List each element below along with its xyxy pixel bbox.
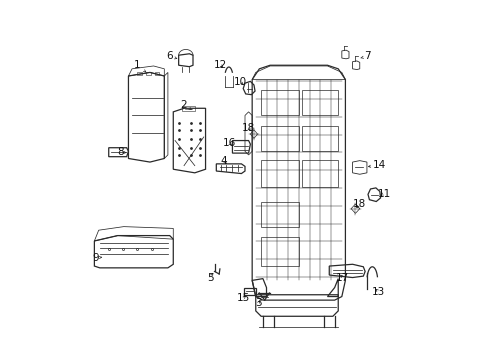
Text: 17: 17	[336, 273, 349, 283]
Text: 10: 10	[234, 77, 247, 87]
Text: 18: 18	[242, 123, 255, 133]
Text: 6: 6	[167, 51, 177, 61]
Text: 15: 15	[237, 293, 250, 303]
Text: 4: 4	[221, 156, 227, 166]
Text: 9: 9	[92, 253, 102, 263]
Text: 8: 8	[117, 147, 126, 157]
Text: 14: 14	[368, 160, 386, 170]
Text: 18: 18	[353, 199, 367, 210]
Polygon shape	[302, 126, 338, 151]
Text: 1: 1	[133, 60, 146, 72]
Text: 12: 12	[214, 60, 227, 70]
Text: 11: 11	[377, 189, 391, 199]
Text: 5: 5	[207, 273, 214, 283]
Polygon shape	[261, 90, 299, 116]
Polygon shape	[302, 90, 338, 116]
Text: 16: 16	[223, 139, 236, 148]
Polygon shape	[261, 160, 299, 187]
Text: 3: 3	[255, 298, 262, 308]
Polygon shape	[261, 202, 299, 226]
Polygon shape	[302, 160, 338, 187]
Text: 7: 7	[361, 51, 370, 61]
Polygon shape	[261, 237, 299, 266]
Polygon shape	[261, 126, 299, 151]
Text: 13: 13	[372, 287, 386, 297]
Text: 2: 2	[181, 100, 191, 110]
